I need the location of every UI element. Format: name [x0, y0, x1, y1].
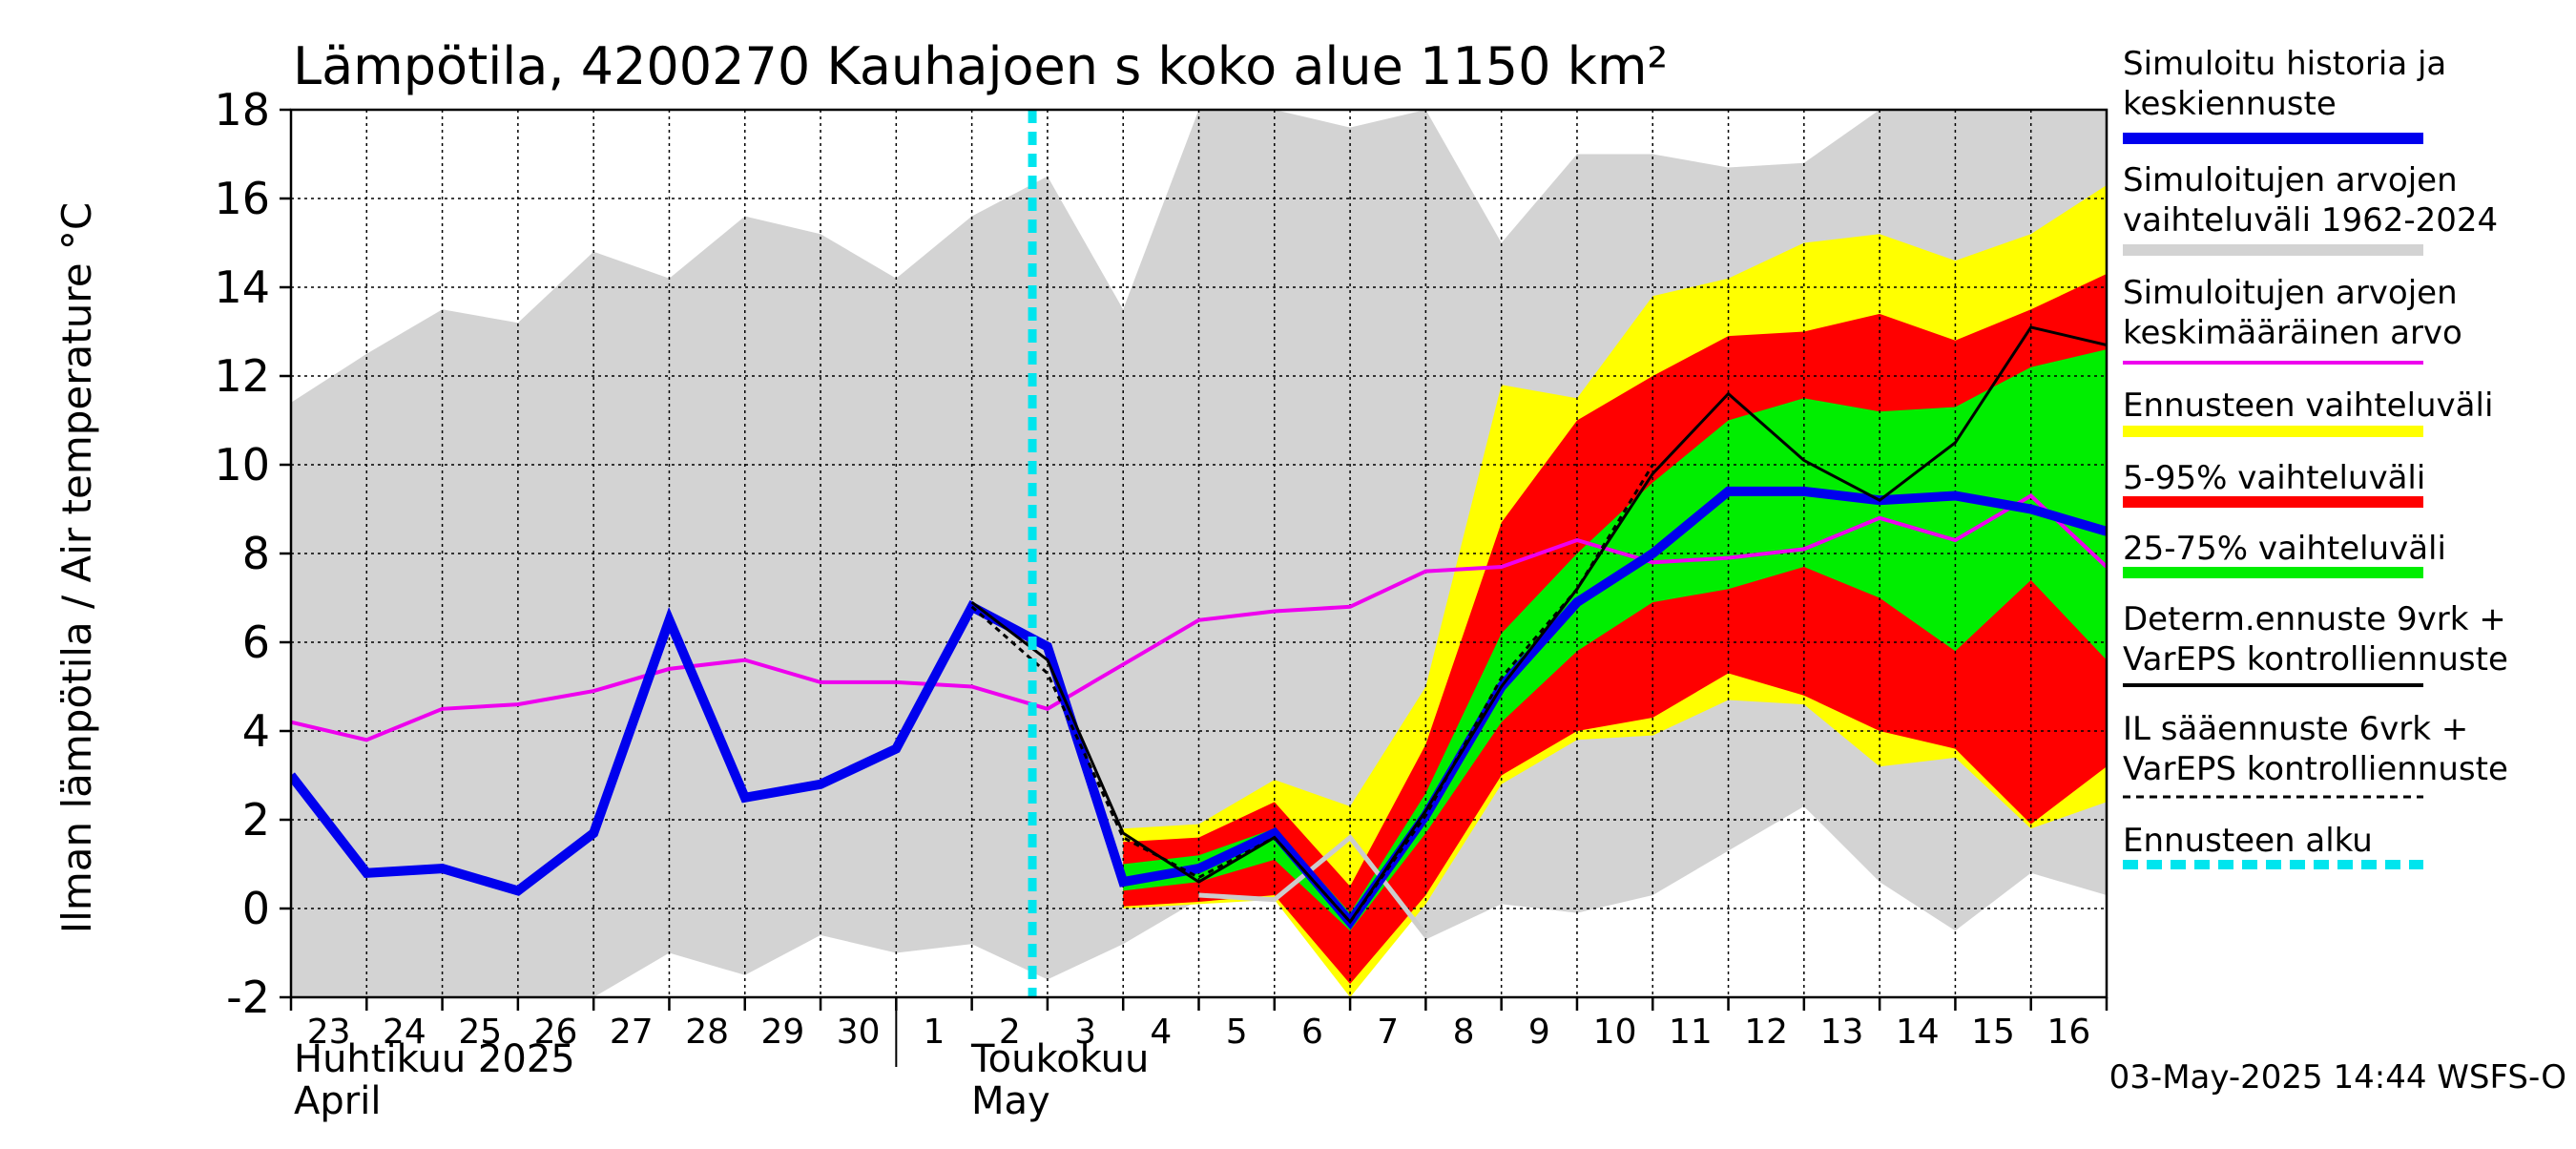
x-tick-label: 23 — [307, 1013, 351, 1052]
x-tick-label: 10 — [1593, 1013, 1637, 1052]
x-tick-label: 8 — [1453, 1013, 1475, 1052]
y-tick-label: 18 — [214, 84, 270, 136]
x-tick-label: 15 — [1971, 1013, 2015, 1052]
month-label-may-fi: Toukokuu — [970, 1037, 1149, 1081]
x-tick-label: 30 — [837, 1013, 881, 1052]
legend: Simuloitu historia jakeskiennusteSimuloi… — [2123, 45, 2508, 869]
legend-label: VarEPS kontrolliennuste — [2123, 750, 2508, 788]
y-tick-label: 10 — [214, 439, 270, 491]
grid-layer — [291, 110, 2107, 997]
legend-item: 5-95% vaihteluväli — [2123, 459, 2425, 508]
x-tick-label: 24 — [383, 1013, 426, 1052]
legend-label: Ennusteen vaihteluväli — [2123, 386, 2493, 425]
y-tick-label: 6 — [242, 616, 270, 668]
month-label-april-en: April — [294, 1079, 381, 1123]
legend-label: Simuloitu historia ja — [2123, 45, 2446, 83]
x-tick-label: 6 — [1301, 1013, 1323, 1052]
x-tick-label: 4 — [1150, 1013, 1172, 1052]
y-tick-label: 8 — [242, 528, 270, 579]
y-tick-label: 14 — [214, 261, 270, 313]
legend-label: keskimääräinen arvo — [2123, 314, 2462, 352]
y-tick-label: 16 — [214, 173, 270, 224]
legend-item: 25-75% vaihteluväli — [2123, 530, 2446, 578]
x-tick-label: 2 — [999, 1013, 1021, 1052]
il-forecast-line — [970, 464, 1654, 925]
legend-label: Simuloitujen arvojen — [2123, 161, 2458, 199]
x-tick-label: 26 — [534, 1013, 578, 1052]
timestamp: 03-May-2025 14:44 WSFS-O — [2109, 1058, 2566, 1097]
x-tick-label: 27 — [610, 1013, 654, 1052]
y-tick-label: -2 — [226, 971, 270, 1023]
legend-item: IL sääennuste 6vrk + VarEPS kontrollienn… — [2123, 710, 2508, 799]
legend-item: Ennusteen vaihteluväli — [2123, 386, 2493, 437]
x-tick-label: 5 — [1226, 1013, 1248, 1052]
legend-label: Ennusteen alku — [2123, 822, 2373, 860]
legend-item: Ennusteen alku — [2123, 822, 2423, 869]
x-tick-label: 13 — [1820, 1013, 1864, 1052]
legend-label: keskiennuste — [2123, 85, 2337, 123]
deterministic-forecast-line — [970, 325, 2107, 925]
legend-label: 5-95% vaihteluväli — [2123, 459, 2425, 497]
legend-label: VarEPS kontrolliennuste — [2123, 640, 2508, 679]
x-tick-label: 1 — [924, 1013, 945, 1052]
x-tick-label: 11 — [1669, 1013, 1713, 1052]
month-label-april-fi: Huhtikuu 2025 — [294, 1037, 575, 1081]
x-tick-label: 25 — [458, 1013, 502, 1052]
x-tick-label: 29 — [760, 1013, 804, 1052]
legend-label: vaihteluväli 1962-2024 — [2123, 201, 2498, 240]
ensemble-member-line — [1198, 834, 1428, 937]
chart-title: Lämpötila, 4200270 Kauhajoen s koko alue… — [293, 36, 1668, 96]
x-tick-label: 16 — [2046, 1013, 2090, 1052]
x-tick-label: 7 — [1377, 1013, 1399, 1052]
x-tick-label: 14 — [1896, 1013, 1940, 1052]
y-tick-label: 0 — [242, 883, 270, 934]
lines-layer — [291, 110, 2107, 997]
x-tick-label: 12 — [1744, 1013, 1788, 1052]
legend-label: 25-75% vaihteluväli — [2123, 530, 2446, 568]
legend-label: Simuloitujen arvojen — [2123, 274, 2458, 312]
x-tick-label: 28 — [685, 1013, 729, 1052]
x-tick-label: 9 — [1528, 1013, 1550, 1052]
mean-value-line — [291, 493, 2107, 742]
legend-label: IL sääennuste 6vrk + — [2123, 710, 2468, 748]
simulated-history-line — [291, 486, 2107, 930]
y-axis-label: Ilman lämpötila / Air temperature °C — [53, 202, 100, 933]
y-tick-label: 4 — [242, 705, 270, 757]
legend-item: Determ.ennuste 9vrk +VarEPS kontrollienn… — [2123, 600, 2508, 687]
y-tick-label: 2 — [242, 794, 270, 846]
month-label-may-en: May — [971, 1079, 1050, 1123]
x-tick-label: 3 — [1074, 1013, 1096, 1052]
y-tick-label: 12 — [214, 350, 270, 402]
legend-label: Determ.ennuste 9vrk + — [2123, 600, 2506, 638]
